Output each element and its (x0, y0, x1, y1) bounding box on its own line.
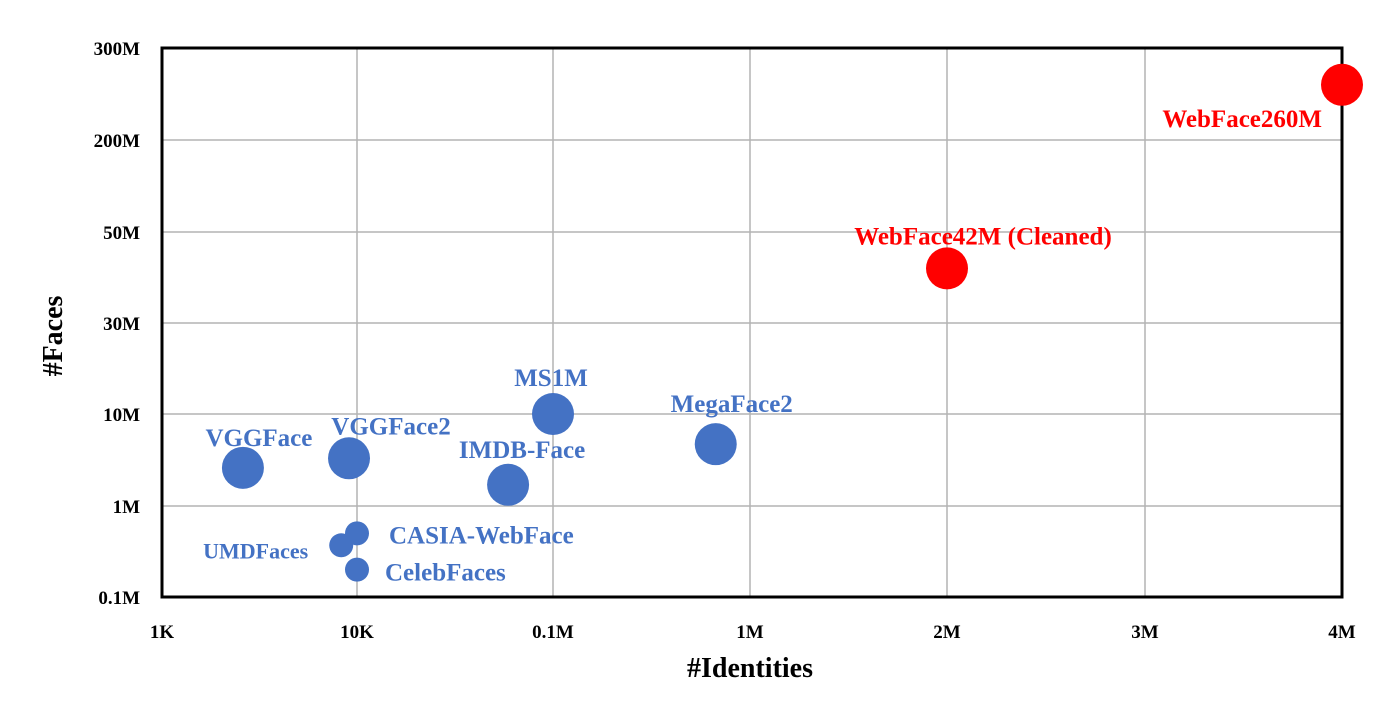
point-webface260m (1321, 63, 1363, 106)
point-vggface (221, 446, 264, 489)
point-webface42m-cleaned (926, 247, 968, 290)
x-tick-label: 1M (736, 622, 764, 643)
x-tick-label: 1K (150, 622, 175, 643)
x-tick-label: 3M (1131, 622, 1159, 643)
y-tick-label: 1M (113, 497, 141, 518)
label-vggface2: VGGFace2 (331, 413, 450, 440)
point-vggface2 (328, 437, 371, 480)
label-ms1m: MS1M (514, 365, 588, 392)
y-tick-label: 300M (94, 39, 141, 60)
label-megaface2: MegaFace2 (671, 391, 793, 418)
plot-frame (160, 46, 1344, 599)
grid-lines (162, 48, 1342, 597)
label-umdfaces: UMDFaces (203, 538, 309, 563)
label-casia-webface: CASIA-WebFace (389, 522, 574, 549)
point-umdfaces (329, 533, 354, 558)
y-tick-label: 50M (103, 223, 140, 244)
y-tick-label: 10M (103, 405, 140, 426)
point-ms1m (532, 393, 574, 435)
x-tick-label: 10K (340, 622, 374, 643)
y-tick-label: 30M (103, 314, 140, 335)
label-webface42m-cleaned: WebFace42M (Cleaned) (854, 223, 1112, 250)
x-tick-label: 4M (1328, 622, 1356, 643)
x-tick-label: 2M (933, 622, 961, 643)
data-labels: VGGFace VGGFace2 MS1M IMDB-Face MegaFace2 CAS… (203, 106, 1322, 587)
point-imdb-face (487, 463, 530, 506)
point-megaface2 (694, 423, 737, 466)
label-imdb-face: IMDB-Face (459, 437, 585, 464)
data-points (221, 63, 1363, 582)
point-celebfaces (345, 557, 369, 582)
label-celebfaces: CelebFaces (385, 560, 506, 587)
y-tick-label: 0.1M (98, 588, 140, 609)
x-axis-title: #Identities (687, 653, 813, 684)
y-tick-label: 200M (94, 131, 141, 152)
x-tick-label: 0.1M (532, 622, 574, 643)
label-vggface: VGGFace (205, 425, 312, 452)
label-webface260m: WebFace260M (1162, 106, 1322, 133)
y-tick-labels: 0.1M 1M 10M 30M 50M 200M 300M (94, 39, 141, 609)
y-axis-title: #Faces (38, 295, 69, 376)
x-tick-labels: 1K 10K 0.1M 1M 2M 3M 4M (150, 622, 1356, 643)
